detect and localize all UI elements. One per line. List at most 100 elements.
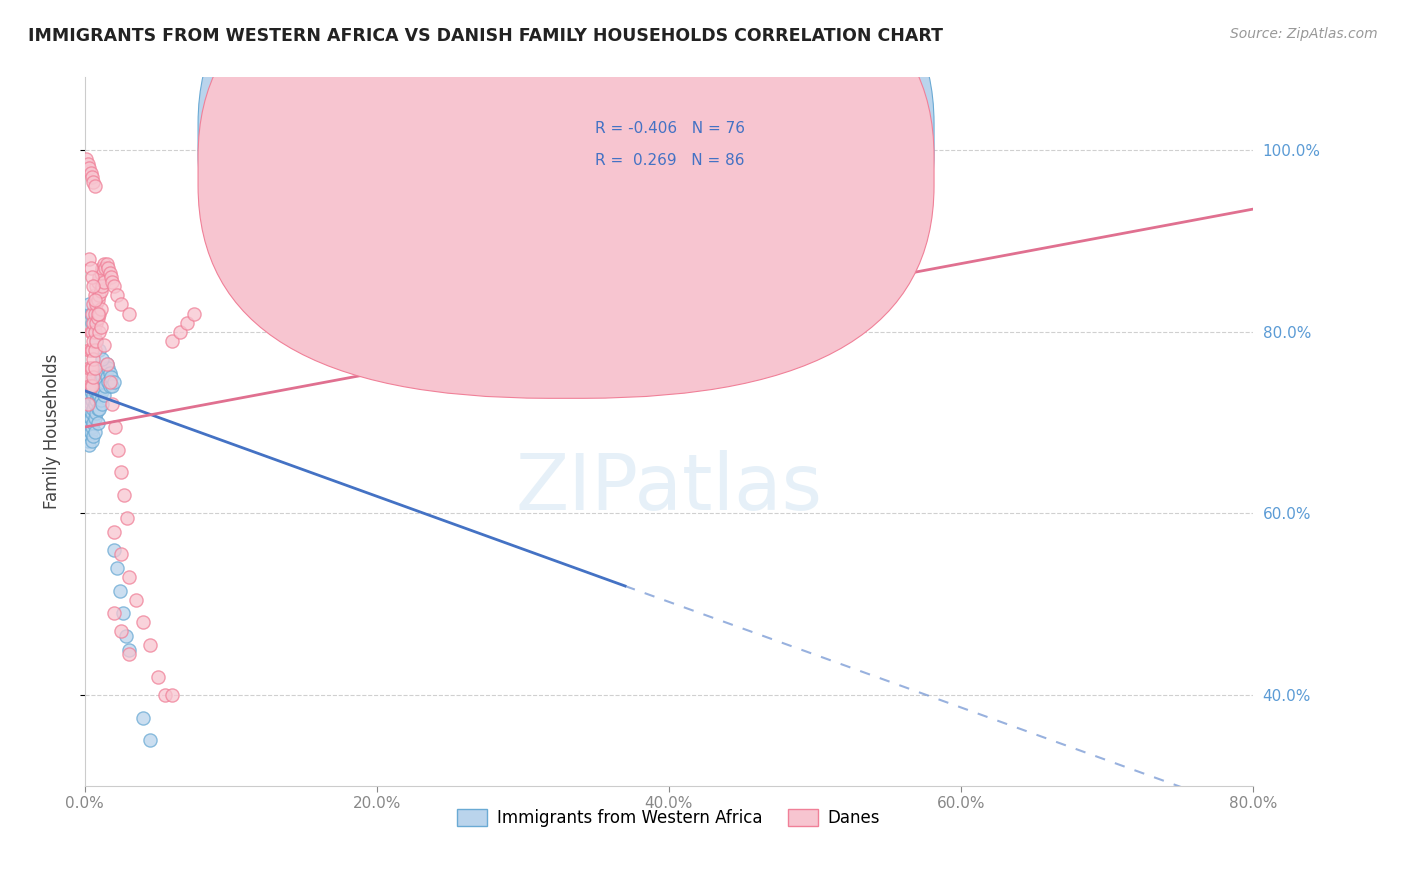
Point bbox=[84, 293, 107, 307]
Point bbox=[658, 197, 681, 211]
Point bbox=[82, 279, 104, 293]
Text: Source: ZipAtlas.com: Source: ZipAtlas.com bbox=[1230, 27, 1378, 41]
Point bbox=[110, 547, 132, 561]
Point bbox=[77, 438, 100, 452]
Point bbox=[97, 361, 120, 376]
Point bbox=[103, 542, 125, 557]
Point bbox=[80, 407, 103, 421]
Point bbox=[103, 279, 125, 293]
Point bbox=[84, 343, 107, 357]
Point bbox=[585, 188, 607, 202]
Point bbox=[86, 392, 108, 407]
Point bbox=[86, 407, 108, 421]
Point bbox=[139, 638, 162, 652]
Point bbox=[76, 397, 98, 411]
Point bbox=[162, 688, 184, 702]
Point bbox=[77, 420, 100, 434]
Point bbox=[93, 257, 115, 271]
Point bbox=[75, 152, 97, 166]
Point bbox=[146, 670, 169, 684]
Point bbox=[77, 252, 100, 266]
Point bbox=[110, 624, 132, 639]
Point bbox=[77, 297, 100, 311]
Point bbox=[79, 384, 101, 398]
Point bbox=[87, 307, 110, 321]
Point bbox=[76, 157, 98, 171]
Point bbox=[76, 397, 98, 411]
Point bbox=[82, 388, 104, 402]
Point bbox=[101, 397, 124, 411]
Point bbox=[96, 357, 118, 371]
Point bbox=[82, 334, 104, 348]
Point bbox=[77, 343, 100, 357]
Point bbox=[117, 647, 139, 661]
Point bbox=[108, 583, 131, 598]
Point bbox=[82, 370, 104, 384]
Point bbox=[89, 325, 111, 339]
Point bbox=[512, 179, 534, 194]
Point bbox=[96, 370, 118, 384]
Point bbox=[117, 642, 139, 657]
Legend: Immigrants from Western Africa, Danes: Immigrants from Western Africa, Danes bbox=[451, 803, 887, 834]
Point bbox=[91, 279, 114, 293]
Point bbox=[82, 297, 104, 311]
Point bbox=[89, 343, 111, 357]
Point bbox=[132, 711, 155, 725]
FancyBboxPatch shape bbox=[198, 0, 934, 366]
Point bbox=[89, 270, 111, 285]
Point bbox=[87, 401, 110, 416]
Point bbox=[79, 411, 101, 425]
Point bbox=[77, 161, 100, 176]
Point bbox=[82, 375, 104, 389]
Point bbox=[93, 375, 115, 389]
Point bbox=[80, 379, 103, 393]
Point bbox=[82, 429, 104, 443]
Point bbox=[79, 379, 101, 393]
Point bbox=[110, 466, 132, 480]
Y-axis label: Family Households: Family Households bbox=[44, 354, 60, 509]
Point bbox=[84, 411, 107, 425]
Point bbox=[97, 375, 120, 389]
Point bbox=[80, 307, 103, 321]
Point bbox=[112, 488, 135, 502]
Point bbox=[114, 629, 136, 643]
Point bbox=[93, 275, 115, 289]
Point bbox=[87, 275, 110, 289]
Point bbox=[82, 351, 104, 366]
Point bbox=[89, 361, 111, 376]
Point bbox=[96, 357, 118, 371]
Point bbox=[84, 425, 107, 439]
Point bbox=[125, 592, 148, 607]
Point bbox=[87, 416, 110, 430]
Point bbox=[107, 442, 129, 457]
Point bbox=[98, 375, 121, 389]
Point bbox=[105, 288, 128, 302]
Point bbox=[84, 179, 107, 194]
Point bbox=[89, 388, 111, 402]
Point bbox=[80, 316, 103, 330]
Point bbox=[100, 270, 122, 285]
Point bbox=[80, 434, 103, 448]
Point bbox=[84, 397, 107, 411]
Point bbox=[103, 375, 125, 389]
Point bbox=[80, 170, 103, 185]
Point bbox=[132, 615, 155, 630]
Point bbox=[84, 311, 107, 326]
Point bbox=[80, 343, 103, 357]
Point bbox=[117, 307, 139, 321]
Point bbox=[94, 261, 117, 276]
Point bbox=[87, 293, 110, 307]
Point bbox=[84, 384, 107, 398]
Point bbox=[82, 325, 104, 339]
Point bbox=[87, 375, 110, 389]
Point bbox=[98, 379, 121, 393]
Point bbox=[90, 366, 112, 380]
Point bbox=[91, 397, 114, 411]
Point bbox=[76, 416, 98, 430]
Point bbox=[75, 416, 97, 430]
Point bbox=[77, 388, 100, 402]
Point bbox=[79, 261, 101, 276]
Point bbox=[87, 388, 110, 402]
Point bbox=[117, 570, 139, 584]
Point bbox=[80, 379, 103, 393]
